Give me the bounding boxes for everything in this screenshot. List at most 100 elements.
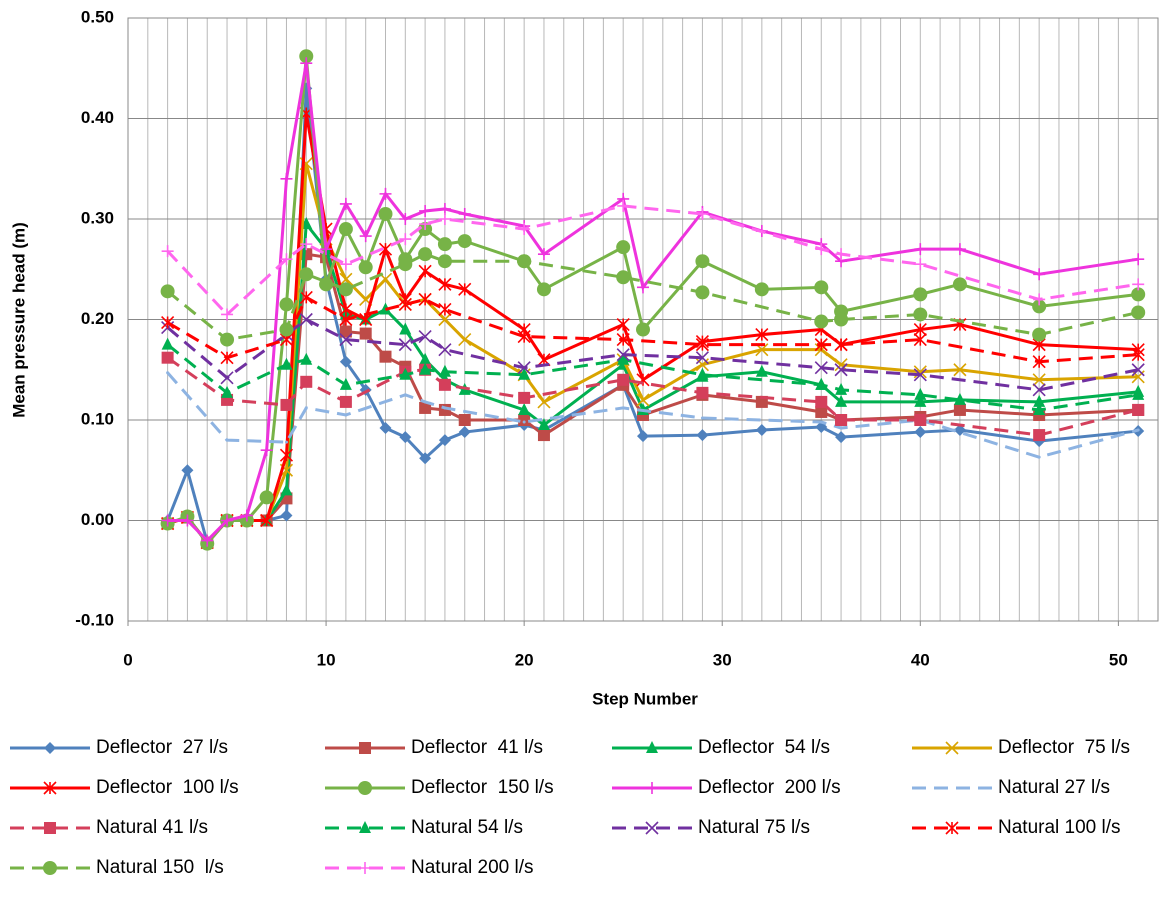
marker: [419, 352, 432, 365]
marker: [1032, 327, 1047, 342]
point: [344, 413, 348, 417]
marker: [419, 204, 432, 217]
marker: [835, 248, 848, 261]
marker: [319, 277, 334, 292]
y-tick-label: 0.50: [81, 7, 114, 26]
legend-item: Natural 150 l/s: [10, 857, 224, 878]
legend-label: Deflector 200 l/s: [698, 777, 841, 798]
marker: [945, 741, 959, 755]
marker: [814, 314, 829, 329]
marker: [1032, 373, 1046, 387]
series: [161, 312, 1145, 397]
marker: [398, 257, 413, 272]
series: [161, 82, 1145, 549]
marker: [645, 821, 659, 835]
legend-item: Natural 200 l/s: [325, 857, 534, 878]
marker: [338, 222, 353, 237]
marker: [438, 302, 452, 317]
marker: [458, 207, 471, 220]
marker: [695, 351, 709, 365]
marker: [300, 352, 313, 365]
marker: [834, 338, 848, 352]
marker: [914, 414, 927, 426]
marker: [518, 391, 531, 404]
marker: [914, 258, 927, 271]
marker: [1033, 268, 1046, 281]
marker: [914, 243, 927, 256]
series: [161, 351, 1145, 442]
point: [522, 420, 526, 424]
x-tick-label: 30: [713, 650, 732, 669]
y-tick-label: 0.10: [81, 409, 114, 428]
series-line: [167, 113, 1139, 545]
marker: [518, 223, 531, 236]
marker: [815, 243, 828, 256]
legend-item: Deflector 200 l/s: [612, 777, 841, 798]
marker: [221, 514, 234, 527]
marker: [379, 350, 392, 363]
legend-item: Natural 41 l/s: [10, 817, 208, 838]
marker: [754, 282, 769, 297]
marker: [617, 199, 630, 212]
plot-frame: [127, 17, 1159, 622]
series-line: [167, 56, 1139, 547]
marker: [755, 424, 768, 437]
marker: [399, 322, 412, 335]
marker: [279, 297, 294, 312]
marker: [280, 357, 293, 370]
marker: [913, 307, 928, 322]
marker: [438, 213, 451, 225]
series: [161, 57, 1145, 547]
legend-label: Natural 75 l/s: [698, 817, 810, 838]
marker: [636, 373, 650, 387]
marker: [280, 509, 293, 522]
marker: [161, 315, 175, 330]
point: [403, 393, 407, 397]
marker: [696, 386, 709, 399]
marker: [458, 414, 471, 426]
marker: [240, 509, 253, 522]
marker: [299, 267, 314, 282]
x-tick-label: 20: [515, 650, 534, 669]
marker: [696, 367, 709, 380]
legend-label: Deflector 100 l/s: [96, 777, 239, 798]
x-tick-label: 50: [1109, 650, 1128, 669]
marker: [339, 333, 353, 347]
legend-item: Natural 100 l/s: [912, 817, 1121, 838]
marker: [835, 382, 848, 395]
marker: [1132, 387, 1145, 400]
marker: [379, 422, 392, 435]
marker: [913, 368, 927, 382]
marker: [320, 243, 333, 256]
marker: [44, 742, 56, 754]
marker: [339, 302, 353, 317]
marker: [419, 401, 432, 414]
point: [304, 406, 308, 410]
legend-label: Natural 100 l/s: [998, 817, 1121, 838]
marker: [953, 243, 966, 256]
marker: [220, 371, 234, 385]
marker: [457, 234, 472, 249]
x-axis-label: Step Number: [592, 689, 698, 708]
marker: [537, 418, 550, 431]
marker: [517, 330, 531, 344]
legend-label: Natural 54 l/s: [411, 817, 523, 838]
point: [1037, 455, 1041, 459]
marker: [437, 237, 452, 252]
point: [166, 371, 170, 375]
marker: [260, 444, 273, 457]
marker: [953, 363, 967, 377]
y-tick-label: 0.40: [81, 108, 114, 127]
series-line: [166, 317, 1139, 392]
point: [1136, 428, 1140, 432]
marker: [399, 233, 412, 246]
point: [284, 440, 288, 444]
marker: [43, 861, 57, 875]
legend-label: Natural 200 l/s: [411, 857, 534, 878]
marker: [379, 187, 392, 200]
marker: [399, 431, 412, 444]
marker: [220, 332, 235, 347]
y-tick-label: -0.10: [75, 610, 114, 629]
marker: [616, 333, 630, 347]
marker: [280, 172, 293, 185]
